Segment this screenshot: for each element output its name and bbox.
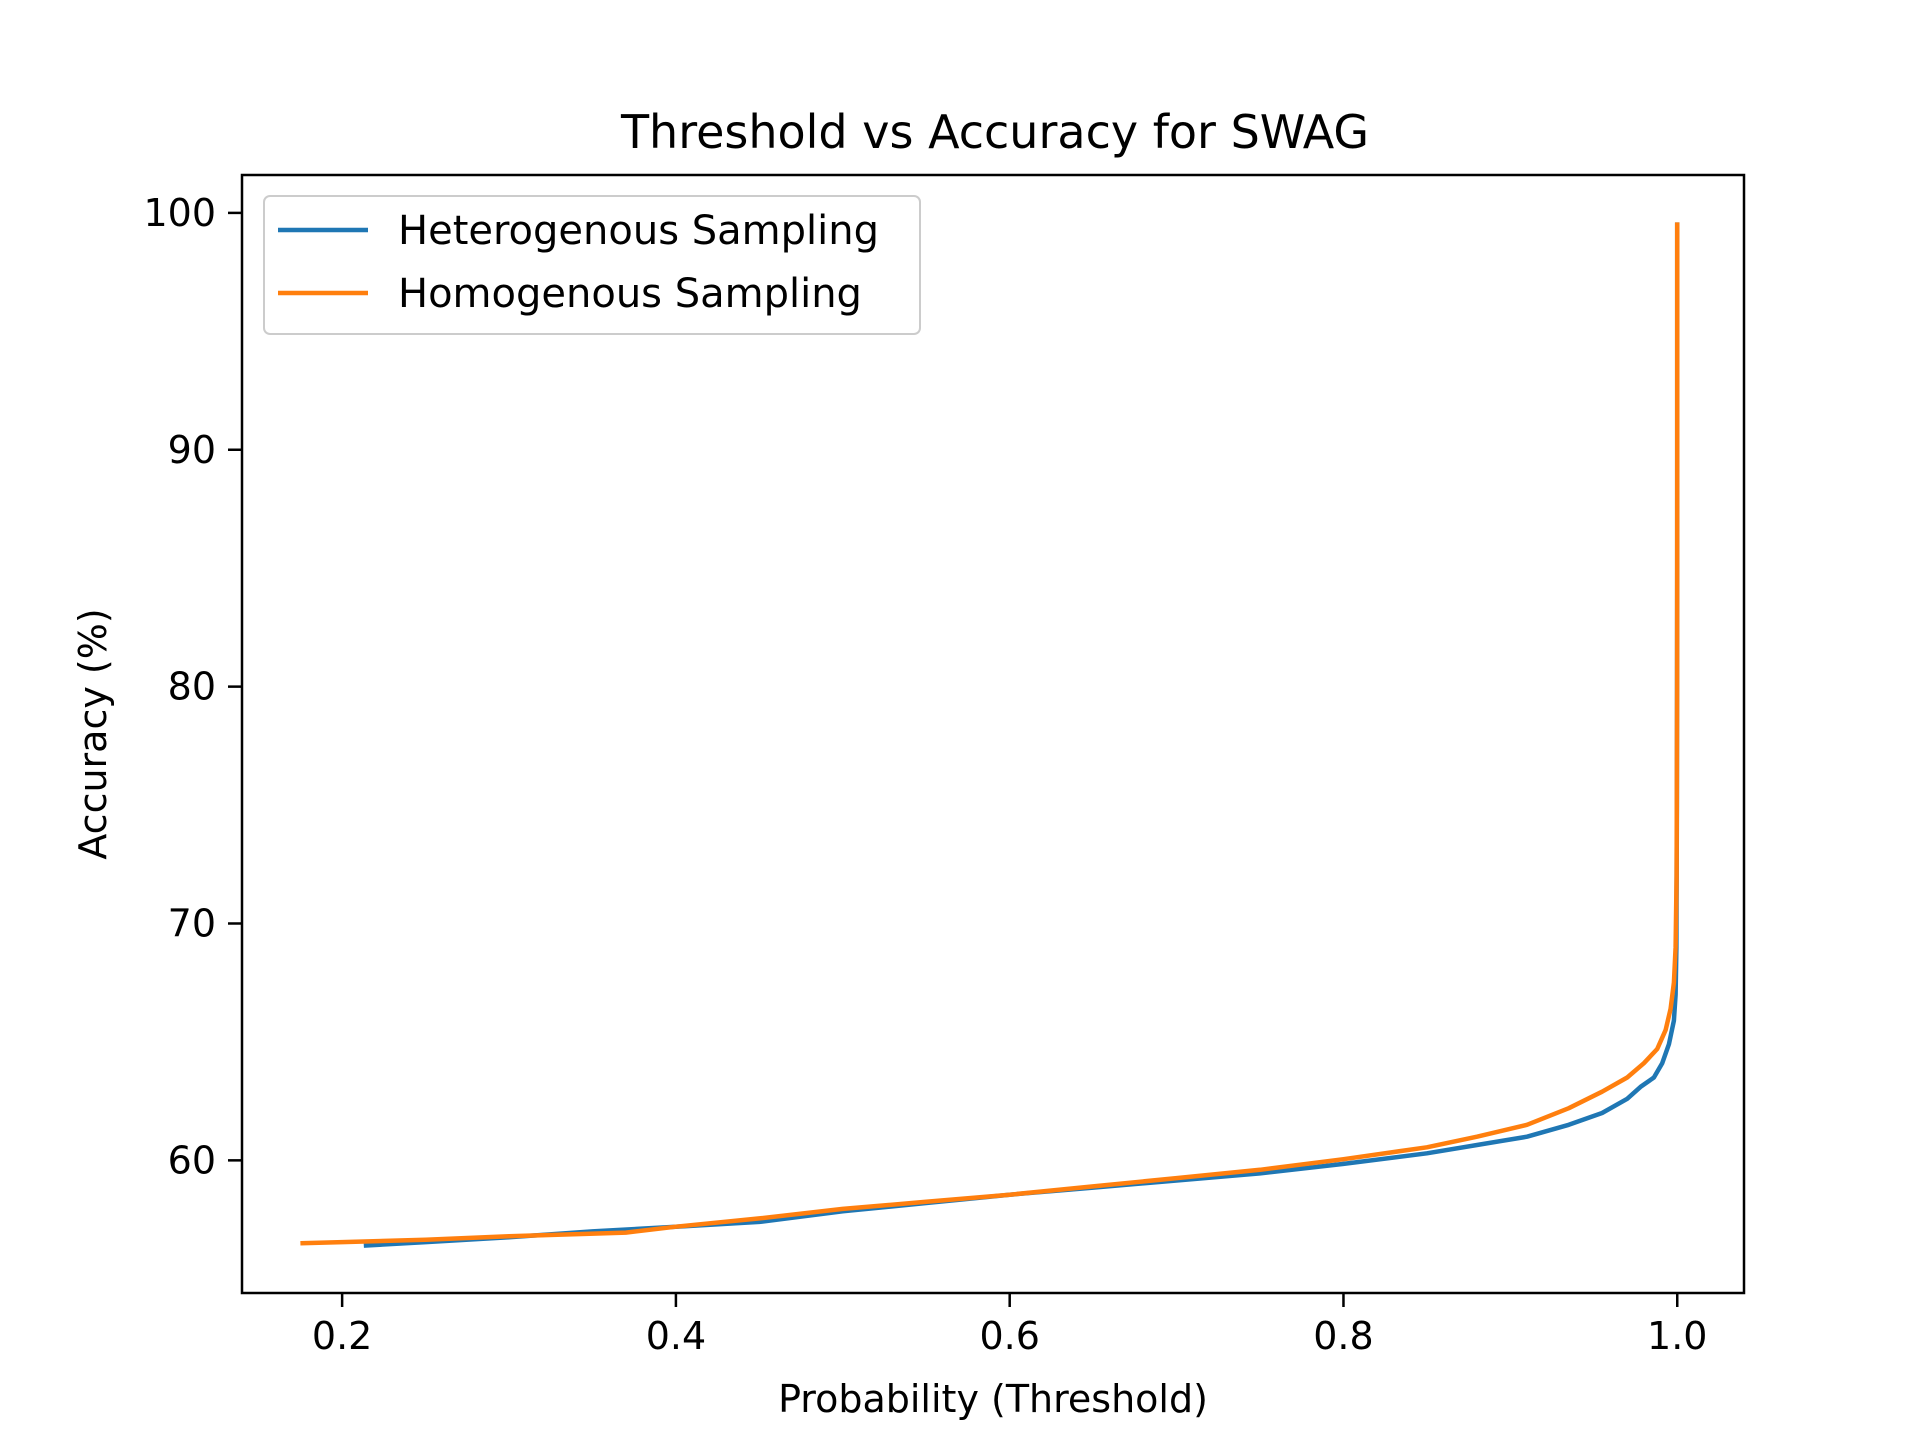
series-line-heterogenous (363, 222, 1680, 1248)
y-tick-label: 70 (168, 901, 216, 945)
series-layer (300, 222, 1680, 1248)
x-axis: 0.2 0.4 0.6 0.8 1.0 (312, 1293, 1707, 1358)
x-axis-label: Probability (Threshold) (778, 1377, 1208, 1421)
y-axis: 60 70 80 90 100 (143, 191, 242, 1182)
y-tick-label: 80 (168, 665, 216, 709)
legend-label-homogenous: Homogenous Sampling (398, 271, 862, 317)
plot-frame (240, 173, 1746, 1295)
y-axis-label: Accuracy (%) (71, 608, 115, 859)
y-tick-label: 90 (168, 428, 216, 472)
y-tick-label: 100 (143, 191, 216, 235)
plot-area (240, 173, 1746, 1295)
legend: Heterogenous Sampling Homogenous Samplin… (263, 195, 921, 335)
legend-box (263, 195, 921, 335)
x-tick-label: 0.2 (312, 1314, 372, 1358)
x-tick-label: 0.6 (979, 1314, 1039, 1358)
legend-label-heterogenous: Heterogenous Sampling (398, 208, 879, 254)
chart-title: Threshold vs Accuracy for SWAG (620, 105, 1369, 159)
series-line-homogenous (300, 222, 1680, 1246)
y-tick-label: 60 (168, 1138, 216, 1182)
x-tick-label: 0.8 (1313, 1314, 1373, 1358)
x-tick-label: 1.0 (1647, 1314, 1707, 1358)
x-tick-label: 0.4 (646, 1314, 706, 1358)
